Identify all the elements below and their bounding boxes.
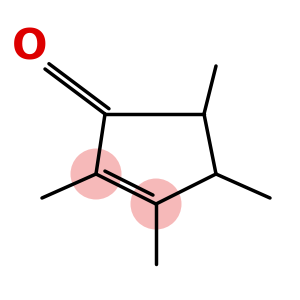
Circle shape bbox=[70, 148, 122, 200]
Circle shape bbox=[130, 178, 182, 230]
Text: O: O bbox=[12, 27, 48, 69]
